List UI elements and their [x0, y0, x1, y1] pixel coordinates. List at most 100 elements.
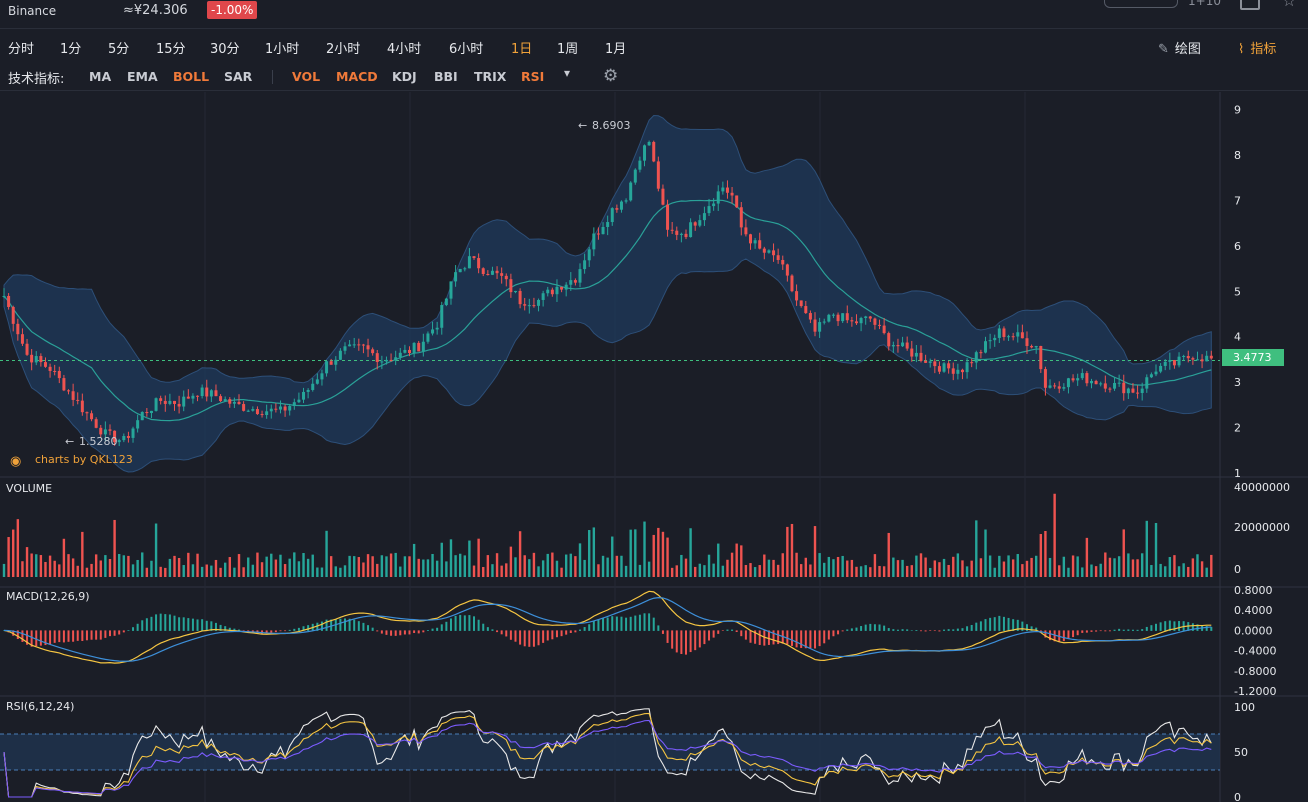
chevron-down-icon[interactable]: ▾ — [564, 66, 571, 80]
volume-bar — [1011, 559, 1015, 577]
star-icon[interactable]: ☆ — [1282, 0, 1297, 10]
macd-histogram-bar — [910, 630, 913, 631]
exchange-name: Binance — [8, 4, 57, 18]
tf-2h[interactable]: 2小时 — [326, 42, 361, 57]
macd-histogram-bar — [814, 630, 817, 649]
candle-body — [901, 342, 905, 347]
tf-1m[interactable]: 1分 — [60, 42, 82, 57]
macd-histogram-bar — [717, 630, 720, 634]
macd-histogram-bar — [35, 630, 38, 647]
tf-15m[interactable]: 15分 — [156, 42, 186, 57]
macd-histogram-bar — [555, 630, 558, 638]
ind-vol[interactable]: VOL — [292, 69, 321, 84]
volume-bar — [1085, 537, 1089, 577]
candle-body — [735, 195, 739, 208]
volume-bar — [740, 545, 743, 577]
candle-body — [785, 264, 789, 276]
draw-button[interactable]: ✎ 绘图 — [1158, 38, 1201, 57]
tf-5m[interactable]: 5分 — [108, 42, 130, 57]
volume-bar — [431, 553, 434, 577]
macd-histogram-bar — [468, 615, 471, 631]
candle-body — [205, 387, 209, 397]
volume-bar — [403, 556, 407, 577]
ind-bbi[interactable]: BBI — [434, 69, 458, 84]
macd-histogram-bar — [892, 629, 895, 631]
macd-histogram-bar — [661, 630, 664, 634]
volume-bar — [753, 567, 757, 577]
candle-body — [1039, 345, 1043, 370]
macd-tick: 0.4000 — [1234, 604, 1273, 617]
volume-bar — [85, 567, 89, 577]
top-right-pill[interactable] — [1104, 0, 1178, 8]
volume-bar — [399, 566, 402, 577]
candle-body — [57, 371, 61, 379]
candle-body — [39, 356, 43, 363]
macd-dif-line — [3, 590, 1212, 664]
candle-body — [882, 325, 886, 334]
indicator-button[interactable]: ⌇ 指标 — [1238, 38, 1276, 57]
macd-histogram-bar — [569, 630, 572, 633]
volume-bar — [1164, 566, 1167, 577]
ind-rsi[interactable]: RSI — [521, 69, 545, 84]
ind-macd[interactable]: MACD — [336, 69, 378, 84]
tf-1mo[interactable]: 1月 — [605, 42, 627, 57]
top-right-text: 1+10 — [1188, 0, 1221, 8]
macd-histogram-bar — [1104, 630, 1107, 632]
volume-bar — [422, 559, 425, 577]
macd-histogram-bar — [565, 630, 568, 635]
tf-1d[interactable]: 1日 — [511, 42, 533, 57]
macd-histogram-bar — [440, 624, 443, 631]
tf-minute[interactable]: 分时 — [8, 42, 35, 57]
macd-histogram-bar — [528, 630, 531, 647]
tf-30m[interactable]: 30分 — [210, 42, 240, 57]
ind-kdj[interactable]: KDJ — [392, 69, 417, 84]
tf-1h[interactable]: 1小时 — [265, 42, 300, 57]
macd-histogram-bar — [634, 615, 637, 631]
macd-label: MACD(12,26,9) — [6, 590, 90, 603]
candle-body — [707, 206, 711, 214]
macd-histogram-bar — [975, 622, 978, 631]
candle-body — [1163, 361, 1167, 366]
volume-bar — [730, 552, 734, 577]
macd-histogram-bar — [413, 630, 416, 633]
ind-sar[interactable]: SAR — [224, 69, 253, 84]
volume-bar — [187, 552, 190, 577]
candle-body — [1020, 332, 1024, 339]
candle-body — [325, 361, 329, 374]
volume-bar — [541, 560, 545, 577]
macd-histogram-bar — [348, 618, 351, 631]
ind-boll[interactable]: BOLL — [173, 69, 210, 84]
tf-4h[interactable]: 4小时 — [387, 42, 422, 57]
candle-body — [596, 233, 600, 235]
tf-1w[interactable]: 1周 — [557, 42, 579, 57]
volume-bar — [500, 565, 503, 577]
bollinger-band — [0, 115, 1220, 473]
macd-histogram-bar — [519, 630, 522, 645]
volume-bar — [76, 565, 79, 577]
candle-body — [776, 255, 780, 260]
window-icon[interactable] — [1240, 0, 1260, 10]
price-tick: 1 — [1234, 467, 1241, 480]
candle-body — [384, 359, 388, 362]
ind-ema[interactable]: EMA — [127, 69, 158, 84]
volume-bar — [1058, 565, 1061, 577]
volume-bar — [652, 534, 655, 577]
macd-histogram-bar — [108, 630, 111, 637]
macd-histogram-bar — [864, 624, 867, 631]
ind-trix[interactable]: TRIX — [474, 69, 507, 84]
candle-body — [168, 400, 172, 404]
macd-histogram-bar — [67, 630, 70, 642]
volume-bar — [717, 543, 720, 577]
macd-histogram-bar — [818, 630, 821, 647]
tf-6h[interactable]: 6小时 — [449, 42, 484, 57]
macd-histogram-bar — [21, 630, 24, 642]
gear-icon[interactable]: ⚙ — [603, 66, 619, 86]
ind-ma[interactable]: MA — [89, 69, 112, 84]
volume-bar — [878, 565, 881, 577]
macd-histogram-bar — [735, 630, 738, 633]
candle-body — [467, 256, 471, 269]
candle-body — [431, 329, 435, 334]
draw-label: 绘图 — [1174, 42, 1201, 57]
